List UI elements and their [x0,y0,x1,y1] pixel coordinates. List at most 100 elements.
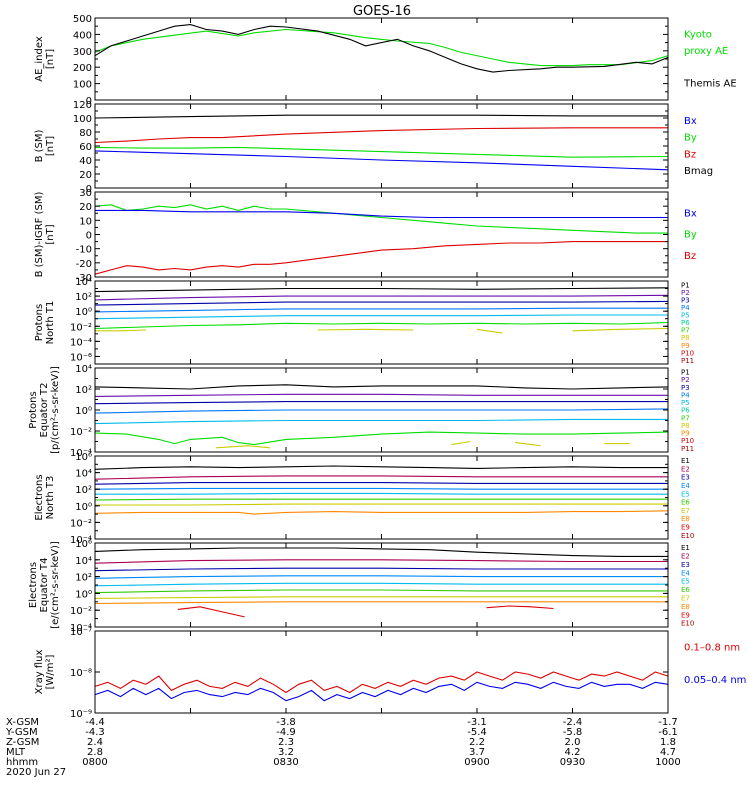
y-tick-label: 60 [79,142,92,153]
legend-label: Bmag [684,166,713,177]
y-tick-label: 500 [73,14,92,25]
x-axis-value: -3.8 [276,717,296,728]
series-line-4-10 [572,327,669,332]
x-axis-value: -4.4 [85,717,105,728]
y-tick-label: 10⁻⁴ [70,448,92,459]
legend-label: P1 [681,368,690,376]
y-tick-label: 0 [86,184,92,195]
y-tick-label: 30 [79,188,92,199]
x-axis-value: 1.8 [660,737,676,748]
plot-title: GOES-16 [353,4,411,19]
legend-label: P10 [681,349,694,357]
legend-label: E6 [681,499,690,507]
y-tick-label: 10⁻⁸ [70,668,92,679]
series-line-6-3 [94,482,668,485]
y-axis-label: Xray flux [34,650,45,695]
y-tick-label: 10⁻⁴ [70,623,92,634]
legend-label: P7 [681,414,690,422]
y-axis-label: AE_index [34,36,45,82]
legend-label: E2 [681,465,690,473]
y-tick-label: 10⁶ [75,539,92,550]
legend-label: E4 [681,482,690,490]
legend-label: P4 [681,304,690,312]
x-axis-value: 2.4 [87,737,103,748]
legend-label: P8 [681,422,690,430]
y-tick-label: 80 [79,128,92,139]
series-line-7-1 [94,547,668,557]
legend-label: P8 [681,334,690,342]
series-line-5-6 [94,431,669,446]
series-line-6-8 [94,510,669,515]
y-axis-label: North T3 [45,476,56,520]
series-line-4-5 [94,314,668,320]
panel-frame [94,17,669,101]
series-line-4-4 [94,307,668,313]
legend-label: P2 [681,376,690,384]
y-tick-label: 10² [75,385,92,396]
x-axis-row-label: MLT [6,747,26,758]
legend-label: P5 [681,399,690,407]
panel-7: 10⁻⁴ 10⁻² 10⁰ 10² 10⁴ 10⁶ Electrons Equator T4[… [28,539,694,634]
y-tick-label: 20 [79,170,92,181]
x-axis-row-label: Y-GSM [5,727,38,738]
series-line-7-2 [94,559,668,564]
y-axis-label: B (SM) [34,129,45,162]
legend-label: By [684,133,697,144]
legend-label: 0.1–0.8 nm [684,642,740,653]
series-line-3-3 [94,241,668,275]
y-axis-label: Electrons [34,474,45,520]
series-line-6-1 [94,465,668,470]
panel-frame [94,280,669,365]
legend-label: E7 [681,595,690,603]
y-tick-label: 0 [86,96,92,107]
legend-label: E6 [681,586,690,594]
x-axis-value: 3.2 [278,747,294,758]
panel-5: 10⁻⁴ 10⁻² 10⁰ 10² 10⁴ Protons Equator T2 [p/(cm… [28,364,694,459]
series-line-6-7 [95,503,668,506]
y-axis-label: [nT] [45,49,56,69]
legend-label: E10 [681,532,694,540]
y-tick-label: -30 [76,273,92,284]
x-axis-value: 2.8 [87,747,103,758]
x-axis-value: 4.2 [565,747,581,758]
series-line-5-4 [94,408,669,414]
y-tick-label: 100 [73,80,92,91]
panel-2: 0 20 40 60 80 100 120 B (SM) [nT] Bx By Bz Bmag [34,100,713,195]
legend-label: E8 [681,603,690,611]
series-line-2-1 [94,114,668,119]
series-line-4-2 [94,294,669,301]
series-line-1-1 [94,28,669,67]
legend-label: P5 [681,312,690,320]
y-tick-label: 10⁻⁴ [70,337,92,348]
panel-frame [94,191,669,278]
series-line-6-4 [94,487,668,490]
panel-1: 0 100 200 300 400 500 AE_index [nT] Kyoto proxy A… [34,14,737,107]
x-axis-value: -1.7 [658,717,678,728]
y-tick-label: 10⁰ [75,502,92,513]
series-line-5-9 [515,442,541,447]
legend-label: E3 [681,561,690,569]
y-axis-label: [p/(cm²-s-sr-keV)] [50,366,61,454]
x-axis-value: 0830 [273,757,298,768]
y-tick-label: 10⁰ [75,589,92,600]
legend-label: Bz [684,251,696,262]
legend-label: P6 [681,407,690,415]
legend-label: Bz [684,149,696,160]
x-axis-value: 2.0 [565,737,581,748]
x-axis-value: -3.1 [467,717,487,728]
legend-label: P11 [681,445,694,453]
legend-label: P10 [681,437,694,445]
y-tick-label: 10⁴ [75,469,92,480]
y-axis-label: [nT] [45,136,56,156]
series-line-7-4 [94,575,668,579]
legend-label: E2 [681,553,690,561]
y-tick-label: 120 [73,100,92,111]
x-axis-value: 0900 [464,757,489,768]
y-tick-label: 10² [75,485,92,496]
legend-label: P6 [681,319,690,327]
x-axis-value: 4.7 [660,747,676,758]
y-tick-label: 10⁰ [75,406,92,417]
legend-label: Themis AE [683,79,737,90]
y-axis-label: [W/m²] [45,654,56,689]
